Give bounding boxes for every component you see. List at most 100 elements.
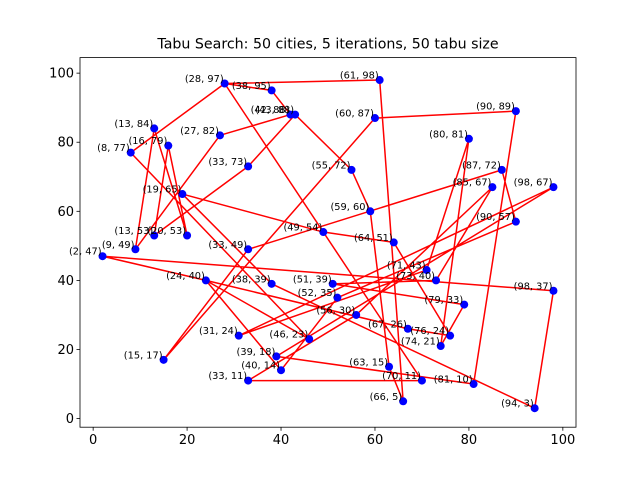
city-point: [220, 79, 229, 88]
point-label: (60, 87): [335, 109, 374, 120]
point-label: (40, 14): [241, 361, 280, 372]
x-tick-label: 20: [179, 433, 196, 448]
point-label: (49, 54): [283, 223, 322, 234]
point-label: (46, 23): [269, 330, 308, 341]
point-label: (70, 11): [382, 371, 421, 382]
city-point: [511, 107, 520, 116]
x-tick-label: 40: [273, 433, 290, 448]
point-label: (80, 81): [429, 129, 468, 140]
city-point: [469, 380, 478, 389]
city-point: [366, 207, 375, 216]
city-point: [159, 355, 168, 364]
city-point: [399, 397, 408, 406]
city-point: [126, 148, 135, 157]
point-label: (74, 21): [401, 337, 440, 348]
point-label: (38, 39): [232, 274, 271, 285]
city-point: [488, 183, 497, 192]
city-point: [183, 231, 192, 240]
city-point: [215, 131, 224, 140]
city-point: [98, 252, 107, 261]
point-label: (71, 43): [387, 261, 426, 272]
point-label: (43, 88): [255, 105, 294, 116]
city-point: [201, 276, 210, 285]
city-point: [549, 183, 558, 192]
point-label: (16, 79): [128, 136, 167, 147]
point-label: (42, 88): [251, 105, 290, 116]
point-label: (8, 77): [97, 143, 130, 154]
x-tick-label: 80: [461, 433, 478, 448]
city-point: [446, 331, 455, 340]
point-label: (87, 72): [462, 160, 501, 171]
point-label: (2, 47): [69, 247, 102, 258]
point-label: (56, 30): [316, 305, 355, 316]
point-label: (66, 5): [370, 392, 403, 403]
city-point: [305, 335, 314, 344]
city-point: [375, 76, 384, 85]
city-point: [328, 279, 337, 288]
point-label: (33, 73): [208, 157, 247, 168]
city-point: [178, 190, 187, 199]
point-label: (94, 3): [501, 399, 534, 410]
point-label: (39, 18): [237, 347, 276, 358]
point-label: (52, 35): [298, 288, 337, 299]
point-label: (13, 84): [114, 119, 153, 130]
point-label: (38, 95): [232, 81, 271, 92]
city-point: [286, 110, 295, 119]
y-tick-label: 60: [57, 205, 74, 220]
point-label: (33, 11): [208, 371, 247, 382]
city-point: [244, 162, 253, 171]
point-label: (98, 37): [514, 281, 553, 292]
point-label: (98, 67): [514, 178, 553, 189]
point-label: (85, 67): [453, 178, 492, 189]
axes-frame: [79, 57, 577, 428]
city-point: [333, 293, 342, 302]
city-point: [150, 231, 159, 240]
point-label: (31, 24): [199, 326, 238, 337]
point-label: (90, 57): [476, 212, 515, 223]
city-point: [417, 376, 426, 385]
city-point: [511, 217, 520, 226]
point-label: (55, 72): [312, 160, 351, 171]
city-point: [131, 245, 140, 254]
point-label: (27, 82): [180, 126, 219, 137]
city-point: [497, 165, 506, 174]
point-label: (59, 60): [330, 202, 369, 213]
city-point: [549, 286, 558, 295]
city-point: [460, 300, 469, 309]
point-label: (73, 40): [396, 271, 435, 282]
city-point: [267, 86, 276, 95]
city-point: [319, 228, 328, 237]
point-label: (63, 15): [349, 357, 388, 368]
city-point: [244, 245, 253, 254]
city-point: [272, 352, 281, 361]
point-label: (15, 17): [124, 350, 163, 361]
point-label: (61, 98): [340, 71, 379, 82]
y-tick-label: 100: [49, 67, 74, 82]
point-label: (76, 24): [410, 326, 449, 337]
point-label: (90, 89): [476, 102, 515, 113]
y-tick-label: 0: [66, 412, 74, 427]
point-label: (28, 97): [185, 74, 224, 85]
city-point: [389, 238, 398, 247]
x-tick-label: 100: [550, 433, 575, 448]
city-point: [347, 165, 356, 174]
point-label: (9, 49): [102, 240, 135, 251]
city-point: [150, 124, 159, 133]
x-tick-label: 0: [89, 433, 97, 448]
city-point: [432, 276, 441, 285]
city-point: [464, 134, 473, 143]
city-point: [267, 279, 276, 288]
point-label: (24, 40): [166, 271, 205, 282]
point-label: (67, 26): [368, 319, 407, 330]
x-tick-label: 60: [367, 433, 384, 448]
point-label: (51, 39): [293, 274, 332, 285]
city-point: [385, 362, 394, 371]
city-point: [403, 324, 412, 333]
chart-title: Tabu Search: 50 cities, 5 iterations, 50…: [156, 37, 498, 53]
point-label: (81, 10): [434, 375, 473, 386]
point-label: (33, 49): [208, 240, 247, 251]
y-tick-label: 80: [57, 136, 74, 151]
city-point: [370, 114, 379, 123]
